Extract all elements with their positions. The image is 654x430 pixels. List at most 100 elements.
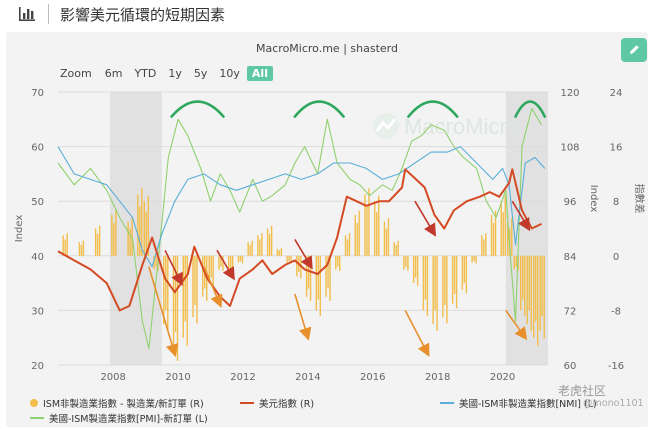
chart-source: MacroMicro.me | shasterd bbox=[256, 42, 398, 55]
header: 影響美元循環的短期因素 bbox=[0, 0, 654, 30]
diff-bar bbox=[247, 242, 249, 256]
diff-bar bbox=[524, 255, 526, 316]
diff-bar bbox=[78, 242, 81, 256]
right1-tick-label: 96 bbox=[564, 197, 577, 208]
diff-bar bbox=[96, 233, 99, 256]
diff-bar bbox=[141, 188, 143, 256]
x-tick-label: 2012 bbox=[230, 372, 255, 383]
diff-bar bbox=[163, 255, 165, 325]
diff-bar bbox=[218, 255, 220, 270]
pencil-icon bbox=[630, 45, 639, 54]
right1-tick-label: 108 bbox=[560, 143, 579, 154]
diff-bar bbox=[358, 210, 360, 256]
legend-item-pmi[interactable]: 美國-ISM製造業指數[PMI]-新訂單 (L) bbox=[30, 411, 208, 425]
diff-bar bbox=[393, 242, 395, 256]
red-arrow bbox=[511, 200, 531, 232]
zoom-bar: Zoom 6m YTD 1y 5y 10y All bbox=[60, 64, 275, 82]
nmi-line bbox=[57, 146, 546, 268]
left-axis-title: Index bbox=[14, 215, 25, 243]
diff-bar bbox=[241, 255, 244, 264]
diff-bar bbox=[473, 255, 475, 262]
diff-bar bbox=[414, 255, 417, 278]
zoom-1y-button[interactable]: 1y bbox=[168, 66, 182, 80]
diff-bar bbox=[533, 255, 535, 338]
diff-bar bbox=[526, 255, 528, 325]
diff-bar bbox=[356, 223, 358, 256]
diff-bar bbox=[541, 255, 543, 316]
diff-bar bbox=[376, 212, 378, 256]
diff-bar bbox=[155, 255, 157, 267]
zoom-label: Zoom bbox=[60, 66, 92, 80]
peak-arc bbox=[514, 100, 547, 118]
diff-bar bbox=[257, 235, 259, 256]
orange-arrow bbox=[404, 310, 430, 357]
diff-bar bbox=[129, 228, 131, 256]
annotations bbox=[148, 100, 547, 358]
right2-tick-label: 8 bbox=[613, 197, 619, 208]
diff-bar bbox=[261, 233, 263, 256]
diff-bar bbox=[145, 212, 148, 256]
diff-bar bbox=[348, 233, 351, 256]
diff-bar bbox=[276, 248, 279, 256]
left-tick-label: 60 bbox=[31, 143, 44, 154]
diff-bar bbox=[515, 255, 517, 267]
legend-item-nmi[interactable]: 美國-ISM非製造業指數[NMI] (L) bbox=[440, 396, 597, 410]
diff-bar bbox=[344, 235, 347, 256]
diff-bar bbox=[364, 194, 366, 256]
diff-bar bbox=[539, 255, 541, 331]
diff-bar bbox=[182, 255, 184, 338]
diff-bar bbox=[465, 255, 468, 294]
edit-button[interactable] bbox=[621, 38, 647, 62]
diff-bar bbox=[535, 255, 537, 322]
diff-bar bbox=[210, 255, 212, 278]
diff-bar bbox=[296, 255, 298, 277]
diff-bar bbox=[513, 255, 515, 270]
diff-bar bbox=[528, 255, 530, 311]
diff-bar bbox=[517, 255, 519, 271]
diff-bar bbox=[268, 233, 271, 256]
diff-bar bbox=[98, 225, 101, 256]
diff-bar bbox=[436, 255, 438, 331]
diff-bar bbox=[327, 255, 329, 289]
diff-bar bbox=[280, 248, 283, 256]
zoom-all-button[interactable]: All bbox=[246, 65, 273, 81]
diff-bar bbox=[442, 255, 444, 318]
bars-diff bbox=[62, 188, 545, 361]
right1-tick-label: 120 bbox=[560, 88, 579, 99]
diff-bar bbox=[337, 255, 339, 267]
diff-bar bbox=[167, 255, 169, 331]
diff-bar bbox=[329, 255, 331, 301]
peak-arc bbox=[407, 100, 459, 118]
diff-bar bbox=[511, 218, 513, 256]
diff-bar bbox=[325, 255, 327, 297]
x-tick-label: 2010 bbox=[165, 372, 190, 383]
diff-bar bbox=[192, 255, 194, 318]
diff-bar bbox=[530, 255, 532, 331]
zoom-10y-button[interactable]: 10y bbox=[219, 66, 240, 80]
diff-bar bbox=[422, 255, 425, 311]
diff-bar bbox=[387, 218, 390, 256]
x-tick-label: 2020 bbox=[490, 372, 515, 383]
x-tick-label: 2008 bbox=[100, 372, 125, 383]
peak-arc bbox=[170, 100, 225, 118]
right1-axis-title: Index bbox=[588, 185, 599, 213]
zoom-6m-button[interactable]: 6m bbox=[104, 66, 123, 80]
diff-bar bbox=[62, 235, 64, 256]
legend-swatch bbox=[440, 402, 454, 404]
zoom-ytd-button[interactable]: YTD bbox=[134, 66, 157, 80]
legend-item-dxy[interactable]: 美元指數 (R) bbox=[240, 396, 314, 410]
zoom-5y-button[interactable]: 5y bbox=[193, 66, 208, 80]
diff-bar bbox=[378, 195, 380, 256]
legend-item-bars[interactable]: ISM非製造業指數 - 製造業/新訂單 (R) bbox=[30, 396, 204, 410]
diff-bar bbox=[444, 255, 446, 305]
red-arrow bbox=[164, 249, 183, 286]
right2-tick-label: 0 bbox=[613, 252, 619, 263]
diff-bar bbox=[251, 240, 253, 256]
diff-bar bbox=[82, 240, 85, 256]
diff-bar bbox=[405, 255, 407, 267]
watermark-text: MacroMicro bbox=[404, 114, 519, 139]
diff-bar bbox=[346, 239, 349, 256]
diff-bar bbox=[432, 255, 434, 325]
diff-bar bbox=[165, 255, 167, 311]
legend-label: 美國-ISM製造業指數[PMI]-新訂單 (L) bbox=[49, 414, 208, 425]
